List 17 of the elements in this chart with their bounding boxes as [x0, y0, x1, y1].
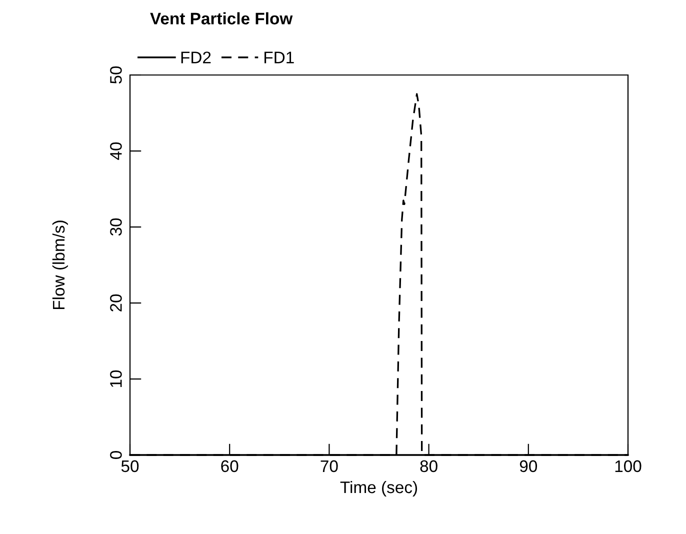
x-axis-title: Time (sec) [340, 480, 418, 496]
y-tick-label: 10 [110, 370, 122, 387]
x-tick-label: 90 [520, 460, 538, 472]
y-tick-label: 40 [110, 142, 122, 160]
y-tick-label: 0 [110, 451, 122, 459]
legend-label: FD1 [264, 52, 294, 64]
x-tick-label: 80 [420, 460, 438, 472]
chart-title: Vent Particle Flow [150, 12, 293, 24]
x-tick-label: 100 [615, 460, 642, 472]
x-tick-label: 50 [121, 460, 139, 472]
y-tick-label: 30 [110, 218, 122, 236]
legend-label: FD2 [181, 52, 211, 64]
y-axis-title: Flow (lbm/s) [52, 220, 68, 309]
y-tick-label: 50 [110, 66, 122, 84]
y-tick-label: 20 [110, 294, 122, 312]
x-tick-label: 60 [221, 460, 238, 472]
x-tick-label: 70 [320, 460, 338, 472]
